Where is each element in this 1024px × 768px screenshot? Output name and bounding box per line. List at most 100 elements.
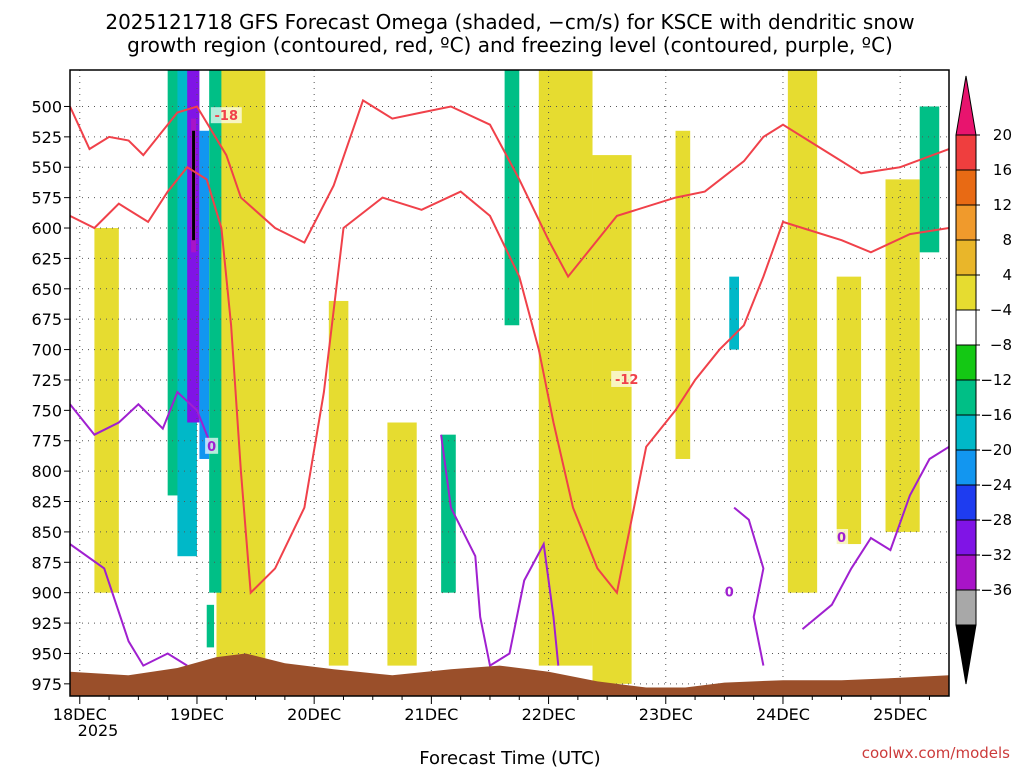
freezing-contour-2 bbox=[440, 434, 560, 668]
colorbar-label-0: 20 bbox=[993, 126, 1012, 144]
y-tick-label-575: 575 bbox=[31, 189, 62, 208]
freezing-label-bg-0 bbox=[205, 437, 219, 454]
x-axis: 18DEC 19DEC 20DEC 21DEC 22DEC 23DEC 24DEC 25DEC bbox=[53, 696, 930, 724]
colorbar-swatch-0 bbox=[955, 75, 977, 136]
freezing-label-0: 0 bbox=[207, 440, 216, 455]
omega-cell-12 bbox=[328, 300, 349, 666]
colorbar-swatch-14 bbox=[955, 589, 977, 626]
dgz-contour-0 bbox=[70, 98, 949, 279]
dgz-label-1: -12 bbox=[615, 373, 639, 388]
dgz-label-0: -18 bbox=[215, 109, 239, 124]
colorbar-label-9: −20 bbox=[980, 441, 1012, 459]
colorbar-swatch-9 bbox=[955, 414, 977, 451]
y-tick-label-700: 700 bbox=[31, 341, 62, 360]
x-tick-label-6: 24DEC bbox=[756, 705, 810, 724]
x-tick-label-0: 18DEC bbox=[53, 705, 107, 724]
omega-cell-27 bbox=[729, 276, 740, 350]
colorbar-swatch-4 bbox=[955, 239, 977, 276]
y-tick-label-750: 750 bbox=[31, 401, 62, 420]
freezing-label-bg-3 bbox=[722, 583, 736, 600]
omega-cell-25 bbox=[441, 434, 456, 593]
colorbar-label-2: 12 bbox=[993, 196, 1012, 214]
x-tick-label-3: 21DEC bbox=[404, 705, 458, 724]
y-tick-label-850: 850 bbox=[31, 523, 62, 542]
terrain bbox=[70, 653, 949, 696]
colorbar-swatch-6 bbox=[955, 309, 977, 346]
omega-cell-22 bbox=[199, 130, 210, 459]
omega-cell-3 bbox=[216, 70, 266, 678]
colorbar-swatch-13 bbox=[955, 554, 977, 591]
omega-cell-21 bbox=[192, 130, 196, 241]
x-tick-label-7: 25DEC bbox=[873, 705, 927, 724]
y-tick-label-625: 625 bbox=[31, 249, 62, 268]
y-tick-label-525: 525 bbox=[31, 128, 62, 147]
x-tick-label-5: 23DEC bbox=[639, 705, 693, 724]
colorbar-label-11: −28 bbox=[980, 511, 1012, 529]
dgz-contours: -18 -12 bbox=[70, 98, 949, 595]
colorbar-label-13: −36 bbox=[980, 581, 1012, 599]
freezing-contour-4 bbox=[801, 445, 949, 630]
omega-cell-24 bbox=[504, 70, 520, 326]
y-tick-label-500: 500 bbox=[31, 97, 62, 116]
x-tick-label-1: 19DEC bbox=[170, 705, 224, 724]
colorbar-swatch-15 bbox=[955, 624, 977, 685]
credit-text: coolwx.com/models bbox=[862, 744, 1010, 762]
omega-cell-23 bbox=[209, 70, 222, 593]
chart-title-line1: 2025121718 GFS Forecast Omega (shaded, −… bbox=[105, 10, 914, 34]
chart-title-line2: growth region (contoured, red, ºC) and f… bbox=[127, 33, 893, 57]
y-tick-label-600: 600 bbox=[31, 219, 62, 238]
dgz-label-bg-1 bbox=[611, 370, 643, 387]
colorbar-swatch-11 bbox=[955, 484, 977, 521]
omega-cell-28 bbox=[206, 604, 215, 648]
colorbar-label-5: −4 bbox=[990, 301, 1012, 319]
colorbar-label-7: −12 bbox=[980, 371, 1012, 389]
omega-cell-14 bbox=[675, 130, 691, 459]
colorbar-swatch-2 bbox=[955, 169, 977, 206]
y-tick-label-900: 900 bbox=[31, 584, 62, 603]
omega-cell-13 bbox=[387, 422, 417, 666]
colorbar-label-6: −8 bbox=[990, 336, 1012, 354]
colorbar-label-10: −24 bbox=[980, 476, 1012, 494]
colorbar-swatch-7 bbox=[955, 344, 977, 381]
y-tick-label-775: 775 bbox=[31, 432, 62, 451]
freezing-contours: 0 0 0 bbox=[70, 390, 949, 668]
colorbar-label-4: 4 bbox=[1002, 266, 1012, 284]
colorbar-label-1: 16 bbox=[993, 161, 1012, 179]
omega-cell-10 bbox=[787, 70, 818, 593]
colorbar-label-3: 8 bbox=[1002, 231, 1012, 249]
colorbar: 20 16 12 8 4 −4 −8 −12 −16 −20 −24 −28 −32 −36 bbox=[955, 75, 1012, 685]
plot-frame bbox=[69, 69, 950, 697]
colorbar-swatch-12 bbox=[955, 519, 977, 556]
y-tick-label-875: 875 bbox=[31, 553, 62, 572]
y-tick-label-650: 650 bbox=[31, 280, 62, 299]
plot-area: -18 -12 0 0 0 bbox=[70, 70, 949, 696]
omega-cell-6 bbox=[538, 70, 593, 666]
colorbar-label-8: −16 bbox=[980, 406, 1012, 424]
colorbar-swatch-8 bbox=[955, 379, 977, 416]
y-tick-label-550: 550 bbox=[31, 158, 62, 177]
y-tick-label-725: 725 bbox=[31, 371, 62, 390]
freezing-contour-3 bbox=[733, 506, 765, 666]
y-tick-label-975: 975 bbox=[31, 675, 62, 694]
dgz-contour-1 bbox=[70, 165, 949, 595]
y-tick-label-825: 825 bbox=[31, 493, 62, 512]
x-axis-title: Forecast Time (UTC) bbox=[419, 748, 600, 768]
x-tick-label-4: 22DEC bbox=[522, 705, 576, 724]
colorbar-swatch-1 bbox=[955, 134, 977, 171]
colorbar-swatch-3 bbox=[955, 204, 977, 241]
omega-shading bbox=[94, 70, 940, 684]
colorbar-swatch-10 bbox=[955, 449, 977, 486]
omega-cell-15 bbox=[836, 276, 862, 545]
x-axis-year-label: 2025 bbox=[78, 721, 119, 740]
y-tick-label-925: 925 bbox=[31, 614, 62, 633]
freezing-contour-1 bbox=[70, 543, 188, 667]
freezing-label-bg-4 bbox=[835, 528, 849, 545]
omega-cell-16 bbox=[885, 179, 920, 532]
freezing-label-4: 0 bbox=[837, 531, 846, 546]
colorbar-swatch-5 bbox=[955, 274, 977, 311]
y-tick-label-675: 675 bbox=[31, 310, 62, 329]
dgz-label-bg-0 bbox=[210, 107, 242, 124]
x-tick-label-2: 20DEC bbox=[287, 705, 341, 724]
omega-cell-8 bbox=[592, 155, 632, 684]
